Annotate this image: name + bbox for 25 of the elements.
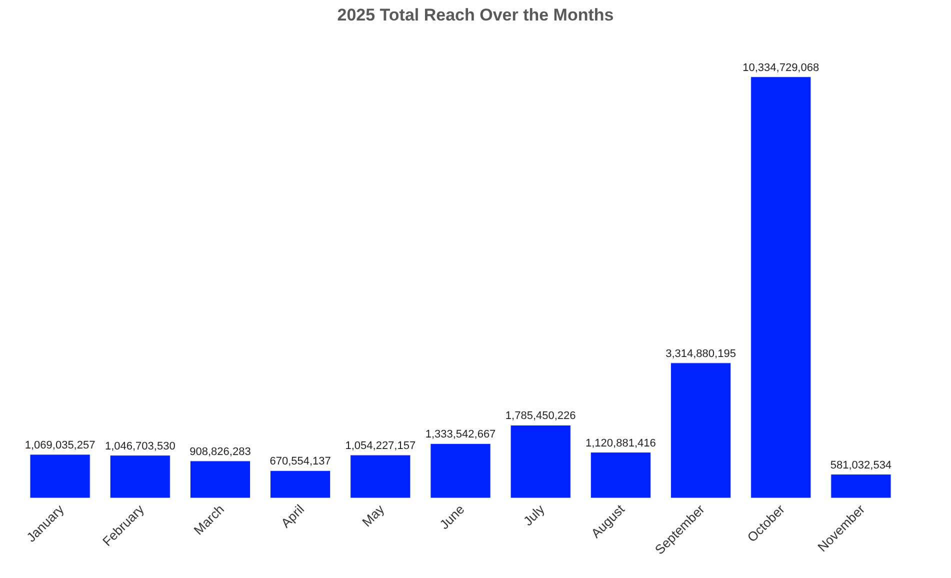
- data-label: 1,785,450,226: [505, 410, 576, 422]
- data-label: 581,032,534: [830, 459, 892, 472]
- data-label: 3,314,880,195: [666, 348, 736, 360]
- chart-title: 2025 Total Reach Over the Months: [337, 6, 614, 25]
- data-label: 908,826,283: [190, 446, 251, 458]
- bar: [270, 470, 331, 498]
- bar: [110, 455, 170, 498]
- bar: [30, 454, 90, 498]
- bar: [830, 474, 892, 498]
- data-label: 1,046,703,530: [104, 440, 176, 452]
- data-label: 670,554,137: [270, 456, 331, 468]
- bar: [670, 362, 732, 498]
- bar: [350, 454, 411, 498]
- data-label: 10,334,729,068: [742, 62, 820, 74]
- bar: [590, 452, 651, 498]
- x-tick-label: July: [520, 501, 548, 529]
- x-tick-label: May: [359, 501, 388, 530]
- data-label: 1,069,035,257: [24, 439, 96, 452]
- bar: [190, 460, 251, 498]
- data-label: 1,120,881,416: [586, 437, 656, 450]
- bar: [750, 76, 812, 498]
- bar: [510, 424, 571, 498]
- data-label: 1,054,227,157: [345, 440, 416, 452]
- data-label: 1,333,542,667: [425, 428, 496, 441]
- bar: [430, 443, 491, 498]
